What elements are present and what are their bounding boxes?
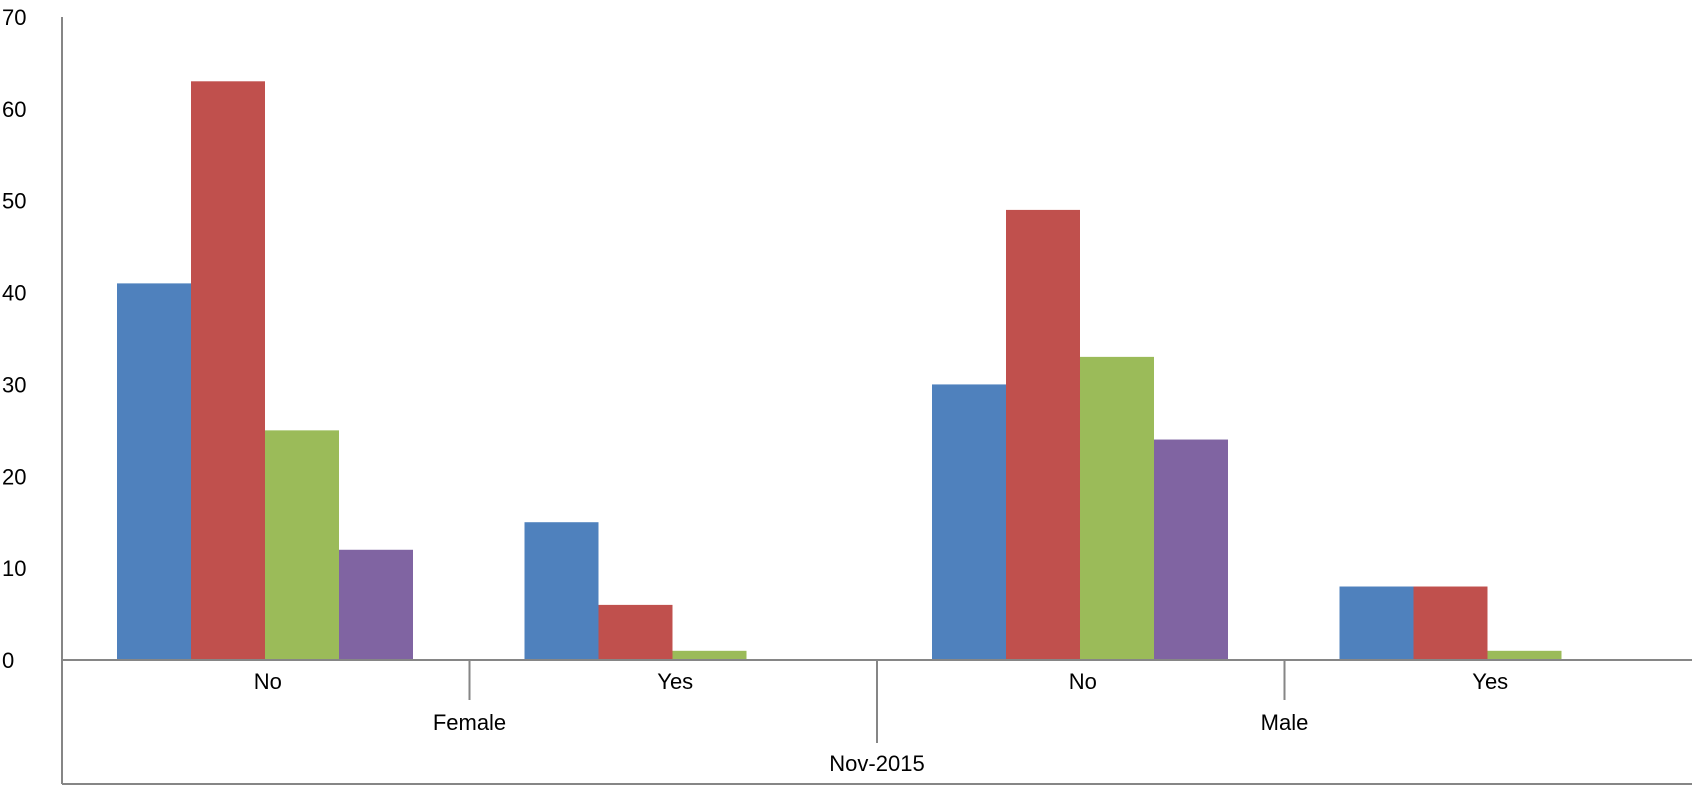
y-tick-label: 20 [2, 464, 26, 489]
bar [1006, 209, 1080, 660]
bar [1339, 586, 1414, 660]
x-axis: No Yes No Yes Female Male Nov-2015 [62, 659, 1692, 785]
bars [117, 81, 1562, 661]
y-tick-label: 40 [2, 281, 26, 306]
x-group-label: Female [433, 710, 506, 735]
y-tick-label: 70 [2, 5, 26, 30]
x-tick-label: No [1069, 669, 1097, 694]
bar [1080, 356, 1154, 660]
bar [191, 81, 265, 661]
y-axis: 0 10 20 30 40 50 60 70 [2, 5, 63, 784]
y-tick-label: 60 [2, 97, 26, 122]
bar [598, 604, 673, 660]
bar [1413, 586, 1488, 660]
bar [1154, 439, 1228, 660]
bar [1487, 650, 1562, 660]
y-tick-label: 50 [2, 189, 26, 214]
bar [524, 522, 599, 660]
x-tick-label: Yes [1472, 669, 1508, 694]
x-period-label: Nov-2015 [829, 751, 924, 776]
x-group-label: Male [1261, 710, 1309, 735]
y-tick-label: 30 [2, 372, 26, 397]
bar [932, 384, 1006, 660]
bar [672, 650, 747, 660]
x-tick-label: Yes [657, 669, 693, 694]
bar [339, 549, 413, 660]
y-tick-label: 10 [2, 556, 26, 581]
x-tick-label: No [254, 669, 282, 694]
bar [117, 283, 191, 660]
bar [265, 430, 339, 660]
y-tick-label: 0 [2, 648, 14, 673]
